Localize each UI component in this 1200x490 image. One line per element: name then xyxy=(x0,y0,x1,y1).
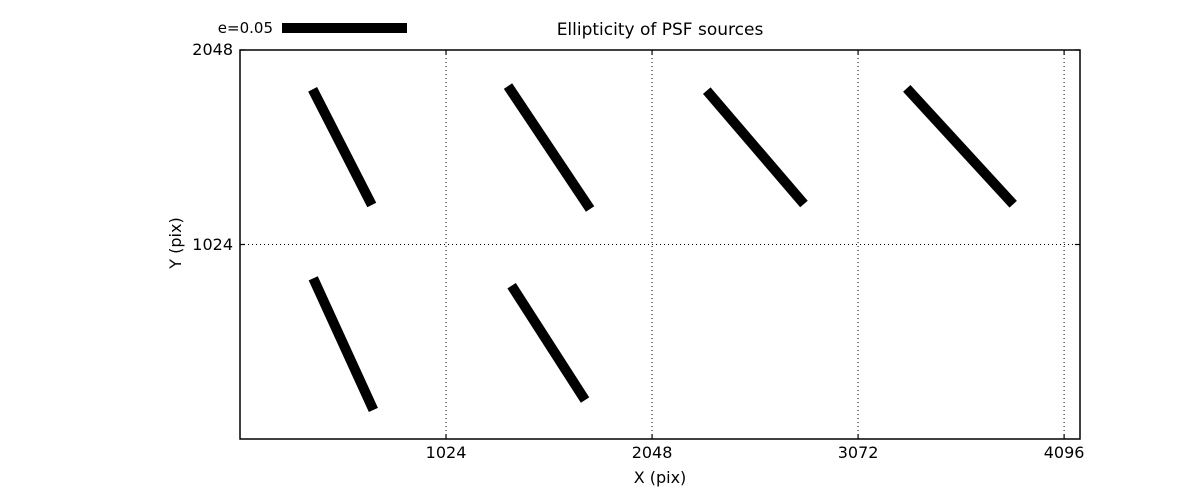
whisker-segment xyxy=(702,87,808,208)
x-tick-label: 1024 xyxy=(425,443,467,462)
whisker-segment xyxy=(308,276,378,413)
legend-key-bar xyxy=(282,23,407,33)
chart-title: Ellipticity of PSF sources xyxy=(556,20,764,40)
whisker-segment xyxy=(903,84,1017,208)
whisker-segment xyxy=(308,87,377,208)
y-tick-label: 2048 xyxy=(192,40,233,59)
x-tick-label: 4096 xyxy=(1043,443,1085,462)
x-tick-label: 3072 xyxy=(837,443,879,462)
x-tick-label: 2048 xyxy=(631,443,673,462)
whisker-segment xyxy=(503,83,595,212)
x-axis-label: X (pix) xyxy=(633,468,687,487)
legend-label: e=0.05 xyxy=(217,19,273,37)
whisker-segment xyxy=(507,283,590,403)
y-tick-label: 1024 xyxy=(192,234,233,254)
